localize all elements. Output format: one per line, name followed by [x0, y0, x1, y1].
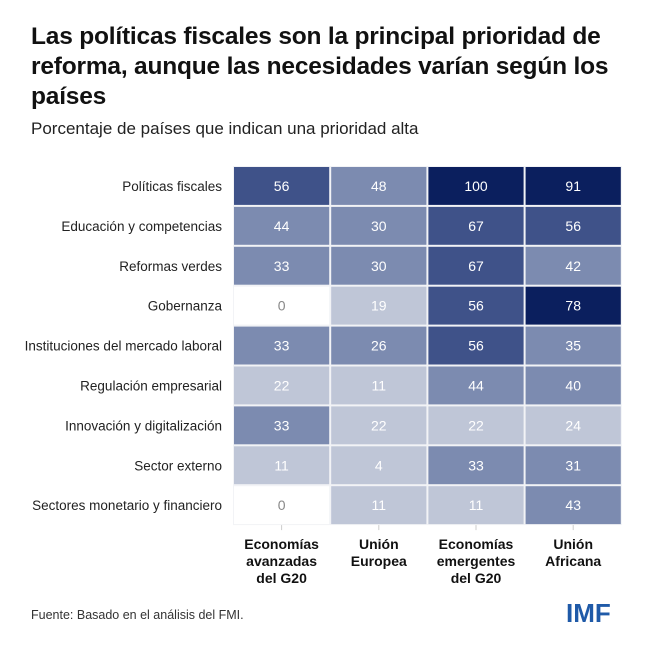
heatmap-cell [234, 326, 330, 365]
cell-value: 44 [468, 377, 484, 393]
source-note: Fuente: Basado en el análisis del FMI. [31, 608, 244, 622]
cell-value: 0 [278, 298, 286, 314]
heatmap-cell [428, 167, 524, 205]
heatmap-cell [331, 486, 427, 525]
cell-value: 11 [372, 377, 387, 393]
cell-value: 11 [372, 497, 387, 513]
heatmap-cell [331, 446, 427, 485]
cell-value: 100 [464, 178, 488, 194]
cell-value: 44 [274, 218, 290, 234]
heatmap-cell [428, 326, 524, 365]
cell-value: 78 [565, 298, 581, 314]
heatmap-cell [234, 246, 330, 285]
cell-value: 19 [371, 298, 387, 314]
cell-value: 4 [375, 457, 383, 473]
heatmap-cell [331, 246, 427, 285]
heatmap-cell [331, 326, 427, 365]
cell-value: 22 [274, 377, 290, 393]
heatmap-cell [525, 486, 621, 525]
heatmap-cell [428, 486, 524, 525]
chart-title: Las políticas fiscales son la principal … [31, 23, 609, 110]
heatmap-cell [525, 206, 621, 245]
heatmap-cell [525, 246, 621, 285]
cell-value: 42 [565, 258, 581, 274]
heatmap-cell [331, 167, 427, 205]
row-label: Reformas verdes [119, 259, 222, 274]
column-label: Unión [359, 536, 399, 552]
heatmap-cell [234, 206, 330, 245]
cell-value: 91 [565, 178, 581, 194]
cell-value: 31 [565, 457, 581, 473]
heatmap-cell [428, 206, 524, 245]
heatmap-cell [525, 326, 621, 365]
cell-value: 11 [469, 497, 484, 513]
column-label: avanzadas [246, 553, 317, 569]
heatmap-cell [428, 366, 524, 405]
cell-value: 56 [468, 338, 484, 354]
imf-logo: IMF [566, 598, 611, 628]
cell-value: 22 [371, 417, 387, 433]
column-label: Economías [244, 536, 319, 552]
cell-value: 24 [565, 417, 581, 433]
heatmap-cell [331, 286, 427, 325]
cell-value: 33 [274, 258, 290, 274]
cell-value: 56 [565, 218, 581, 234]
heatmap-cell [428, 246, 524, 285]
cell-value: 26 [371, 338, 387, 354]
heatmap-cell [525, 406, 621, 445]
heatmap-cell [428, 286, 524, 325]
row-label: Regulación empresarial [80, 378, 222, 393]
heatmap-cell [234, 406, 330, 445]
column-label: del G20 [451, 570, 502, 586]
cell-value: 48 [371, 178, 387, 194]
cell-value: 35 [565, 338, 581, 354]
row-label: Gobernanza [148, 299, 223, 314]
cell-value: 33 [468, 457, 484, 473]
column-label: Unión [553, 536, 593, 552]
row-label: Educación y competencias [61, 219, 222, 234]
heatmap-cell [428, 406, 524, 445]
row-label: Instituciones del mercado laboral [25, 339, 222, 354]
heatmap-cell [428, 446, 524, 485]
column-label: Africana [545, 553, 601, 569]
row-label: Políticas fiscales [122, 179, 222, 194]
heatmap-cell [331, 366, 427, 405]
cell-value: 67 [468, 218, 484, 234]
heatmap-cell [525, 446, 621, 485]
heatmap-cell [234, 486, 330, 525]
heatmap-cell [234, 446, 330, 485]
cell-value: 30 [371, 258, 387, 274]
cell-value: 33 [274, 417, 290, 433]
cell-value: 33 [274, 338, 290, 354]
heatmap-cell [525, 366, 621, 405]
cell-value: 67 [468, 258, 484, 274]
column-label: Economías [439, 536, 514, 552]
row-label: Sectores monetario y financiero [32, 498, 222, 513]
cell-value: 40 [565, 377, 581, 393]
cell-value: 22 [468, 417, 484, 433]
heatmap-cell [331, 206, 427, 245]
cell-value: 56 [274, 178, 290, 194]
cell-value: 30 [371, 218, 387, 234]
cell-value: 56 [468, 298, 484, 314]
heatmap-cell [331, 406, 427, 445]
heatmap-cell [234, 286, 330, 325]
row-label: Sector externo [134, 458, 222, 473]
cell-value: 11 [274, 457, 289, 473]
heatmap-cell [234, 167, 330, 205]
chart-subtitle: Porcentaje de países que indican una pri… [31, 119, 419, 138]
cell-value: 0 [278, 497, 286, 513]
row-label: Innovación y digitalización [65, 418, 222, 433]
column-label: del G20 [256, 570, 307, 586]
column-label: emergentes [437, 553, 516, 569]
heatmap-cell [234, 366, 330, 405]
cell-value: 43 [565, 497, 581, 513]
column-label: Europea [351, 553, 407, 569]
heatmap-cell [525, 167, 621, 205]
heatmap-cell [525, 286, 621, 325]
